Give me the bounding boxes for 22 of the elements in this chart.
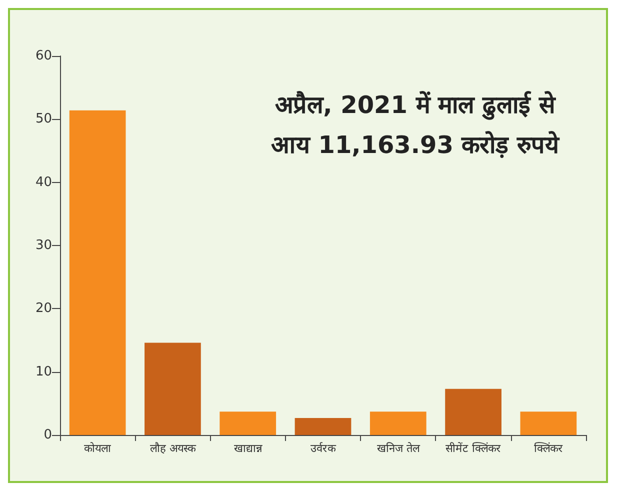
x-tick-label: लौह अयस्क bbox=[150, 442, 196, 455]
x-tick-label: कोयला bbox=[84, 442, 112, 455]
y-tick-label: 10 bbox=[35, 364, 52, 380]
y-tick-label: 40 bbox=[35, 174, 52, 190]
y-tick-label: 20 bbox=[35, 301, 52, 316]
y-tick-label: 0 bbox=[44, 428, 52, 442]
y-tick-label: 60 bbox=[35, 48, 52, 64]
x-tick-label: उर्वरक bbox=[310, 442, 336, 455]
x-tick-label: खाद्यान्न bbox=[234, 442, 263, 455]
bar bbox=[220, 412, 276, 435]
bar bbox=[144, 342, 201, 435]
bar bbox=[294, 418, 352, 435]
text: अप्रैल, 2021 में माल ढुलाई से आय 11,163.93 करोड़ रुपये bbox=[270, 91, 560, 159]
bar bbox=[445, 388, 502, 435]
x-tick-label: क्लिंकर bbox=[534, 442, 563, 455]
bar bbox=[520, 412, 577, 435]
y-tick-label: 30 bbox=[35, 238, 52, 253]
bar bbox=[69, 110, 126, 435]
x-tick-label: सीमेंट क्लिंकर bbox=[446, 442, 502, 455]
x-tick-label: खनिज तेल bbox=[376, 442, 420, 455]
y-tick-label: 50 bbox=[35, 112, 52, 127]
bar bbox=[370, 412, 426, 435]
